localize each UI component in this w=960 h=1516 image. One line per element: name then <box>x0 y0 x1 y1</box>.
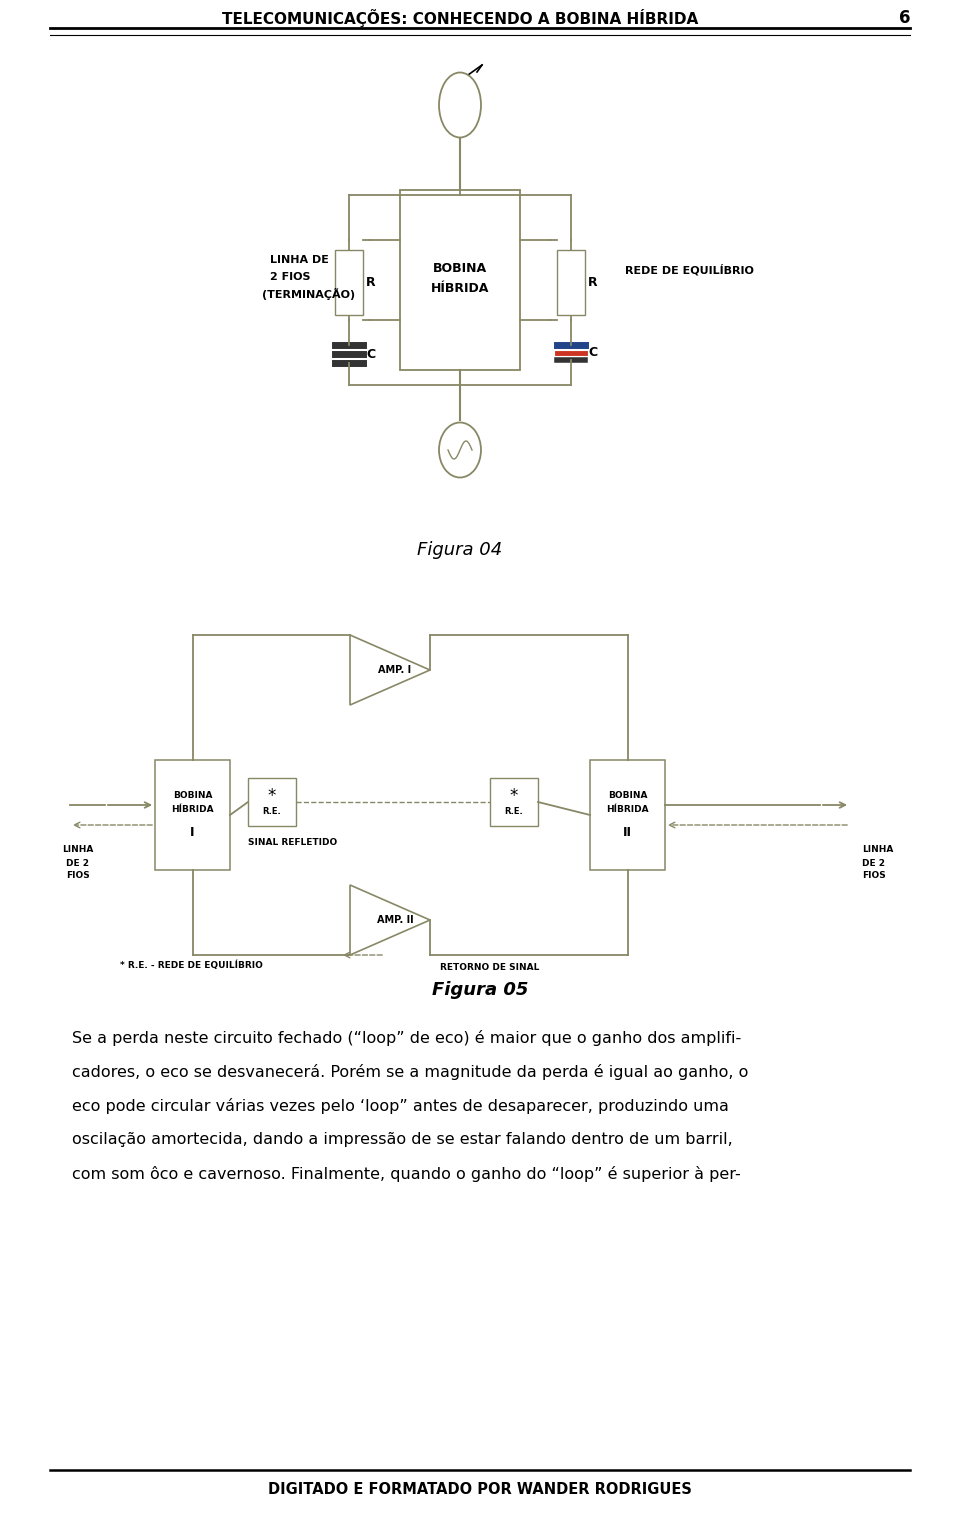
Text: R.E.: R.E. <box>505 808 523 817</box>
Text: AMP. II: AMP. II <box>376 916 414 925</box>
Text: oscilação amortecida, dando a impressão de se estar falando dentro de um barril,: oscilação amortecida, dando a impressão … <box>72 1132 732 1148</box>
Text: HÍBRIDA: HÍBRIDA <box>431 282 490 294</box>
Text: DIGITADO E FORMATADO POR WANDER RODRIGUES: DIGITADO E FORMATADO POR WANDER RODRIGUE… <box>268 1483 692 1498</box>
Text: FIOS: FIOS <box>66 872 90 881</box>
Bar <box>590 760 665 870</box>
Text: R.E.: R.E. <box>263 808 281 817</box>
Text: TELECOMUNICAÇÕES: CONHECENDO A BOBINA HÍBRIDA: TELECOMUNICAÇÕES: CONHECENDO A BOBINA HÍ… <box>222 9 698 27</box>
Text: * R.E. - REDE DE EQUILÍBRIO: * R.E. - REDE DE EQUILÍBRIO <box>120 960 263 970</box>
Bar <box>155 760 230 870</box>
Bar <box>248 778 296 826</box>
Text: SINAL REFLETIDO: SINAL REFLETIDO <box>248 838 337 847</box>
Text: BOBINA: BOBINA <box>173 790 212 799</box>
Ellipse shape <box>439 73 481 138</box>
Text: BOBINA: BOBINA <box>608 790 647 799</box>
Text: AMP. I: AMP. I <box>378 666 412 675</box>
Text: Se a perda neste circuito fechado (“loop” de eco) é maior que o ganho dos amplif: Se a perda neste circuito fechado (“loop… <box>72 1029 741 1046</box>
Polygon shape <box>350 885 430 955</box>
Text: R: R <box>588 276 598 290</box>
Text: 2 FIOS: 2 FIOS <box>270 271 310 282</box>
Text: com som ôco e cavernoso. Finalmente, quando o ganho do “loop” é superior à per-: com som ôco e cavernoso. Finalmente, qua… <box>72 1166 741 1182</box>
Text: 6: 6 <box>899 9 910 27</box>
Text: C: C <box>366 347 375 361</box>
Text: BOBINA: BOBINA <box>433 261 487 274</box>
Text: LINHA: LINHA <box>862 846 894 855</box>
Text: HÍBRIDA: HÍBRIDA <box>606 805 649 814</box>
Text: *: * <box>268 787 276 805</box>
Text: eco pode circular várias vezes pelo ‘loop” antes de desaparecer, produzindo uma: eco pode circular várias vezes pelo ‘loo… <box>72 1098 729 1114</box>
Polygon shape <box>350 635 430 705</box>
Text: Figura 05: Figura 05 <box>432 981 528 999</box>
Text: Figura 04: Figura 04 <box>418 541 503 559</box>
Text: LINHA: LINHA <box>62 846 94 855</box>
Text: I: I <box>190 826 195 840</box>
Text: II: II <box>623 826 632 840</box>
Text: R: R <box>366 276 375 290</box>
Text: LINHA DE: LINHA DE <box>270 255 329 265</box>
Text: FIOS: FIOS <box>862 872 886 881</box>
Text: DE 2: DE 2 <box>862 858 885 867</box>
Text: *: * <box>510 787 518 805</box>
Text: REDE DE EQUILÍBRIO: REDE DE EQUILÍBRIO <box>625 264 754 276</box>
Text: cadores, o eco se desvanecerá. Porém se a magnitude da perda é igual ao ganho, o: cadores, o eco se desvanecerá. Porém se … <box>72 1064 749 1079</box>
Text: (TERMINAÇÃO): (TERMINAÇÃO) <box>262 288 355 300</box>
Text: DE 2: DE 2 <box>66 858 89 867</box>
Text: C: C <box>588 347 597 359</box>
Text: HÍBRIDA: HÍBRIDA <box>171 805 214 814</box>
Text: RETORNO DE SINAL: RETORNO DE SINAL <box>440 963 540 972</box>
Bar <box>557 250 585 315</box>
Bar <box>335 250 363 315</box>
Ellipse shape <box>439 423 481 478</box>
Bar <box>400 190 520 370</box>
Bar <box>490 778 538 826</box>
